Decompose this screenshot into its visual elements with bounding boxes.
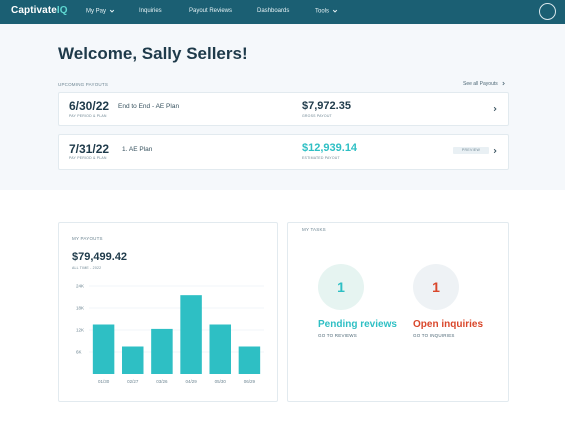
- my-tasks-panel: [287, 222, 509, 402]
- go-to-reviews-link[interactable]: GO TO REVIEWS: [318, 333, 357, 338]
- payout-date-label: PAY PERIOD & PLAN: [69, 156, 107, 160]
- pending-reviews-label: Pending reviews: [318, 319, 397, 330]
- open-inquiries-count[interactable]: 1: [413, 264, 459, 310]
- payout-date: 7/31/22: [69, 142, 110, 156]
- payout-amount-label: ESTIMATED PAYOUT: [302, 156, 340, 160]
- y-tick-label: 12K: [76, 328, 84, 333]
- y-tick-label: 24K: [76, 284, 84, 289]
- nav-payout-reviews-label: Payout Reviews: [189, 8, 233, 14]
- nav-my-pay[interactable]: My Pay: [86, 8, 115, 15]
- see-all-payouts-link[interactable]: See all Payouts: [463, 81, 506, 87]
- brand-logo[interactable]: CaptivateIQ: [11, 5, 68, 16]
- brand-name: Captivate: [11, 5, 57, 16]
- nav-tools[interactable]: Tools: [315, 8, 338, 15]
- payout-plan-name: End to End - AE Plan: [118, 103, 180, 110]
- chart-bar: [92, 324, 115, 374]
- my-tasks-title: MY TASKS: [302, 227, 326, 232]
- payout-amount-estimated: $12,939.14: [302, 142, 358, 154]
- x-tick-label: 04/29: [185, 379, 197, 384]
- chevron-right-icon[interactable]: [492, 148, 498, 154]
- my-payouts-title: MY PAYOUTS: [72, 236, 103, 241]
- x-tick-label: 02/27: [127, 379, 139, 384]
- y-tick-label: 18K: [76, 306, 84, 311]
- nav-tools-label: Tools: [315, 8, 330, 15]
- see-all-payouts-label: See all Payouts: [463, 81, 498, 87]
- nav-inquiries[interactable]: Inquiries: [139, 8, 162, 14]
- chart-bar: [238, 346, 261, 374]
- chevron-down-icon: [109, 9, 114, 13]
- brand-name-accent: IQ: [56, 5, 68, 16]
- preview-badge: PREVIEW: [453, 147, 489, 154]
- top-navigation: CaptivateIQ My Pay Inquiries Payout Revi…: [0, 0, 565, 24]
- chevron-right-icon[interactable]: [492, 106, 498, 112]
- chart-bar: [151, 328, 173, 374]
- chart-bar: [122, 346, 144, 374]
- chevron-right-icon: [502, 81, 505, 86]
- payout-row[interactable]: [58, 134, 509, 170]
- payout-amount-label: GROSS PAYOUT: [302, 114, 332, 118]
- nav-dashboards-label: Dashboards: [257, 8, 290, 14]
- go-to-inquiries-link[interactable]: GO TO INQUIRIES: [413, 333, 455, 338]
- nav-my-pay-label: My Pay: [86, 8, 107, 15]
- pending-reviews-count[interactable]: 1: [318, 264, 364, 310]
- payout-plan-name: 1. AE Plan: [122, 146, 153, 153]
- payout-date-label: PAY PERIOD & PLAN: [69, 114, 107, 118]
- x-tick-label: 01/30: [98, 379, 110, 384]
- upcoming-payouts-title: UPCOMING PAYOUTS: [58, 82, 109, 87]
- payout-row[interactable]: [58, 92, 509, 126]
- x-tick-label: 03/26: [156, 379, 168, 384]
- chevron-down-icon: [332, 9, 337, 13]
- x-tick-label: 05/30: [215, 379, 227, 384]
- page-title: Welcome, Sally Sellers!: [58, 44, 248, 63]
- nav-payout-reviews[interactable]: Payout Reviews: [189, 8, 232, 14]
- nav-inquiries-label: Inquiries: [139, 8, 162, 14]
- y-tick-label: 6K: [76, 350, 82, 355]
- payout-amount: $7,972.35: [302, 100, 351, 112]
- x-tick-label: 06/29: [244, 379, 256, 384]
- chart-bar: [180, 295, 202, 374]
- open-inquiries-label: Open inquiries: [413, 319, 484, 330]
- chart-bar: [209, 324, 231, 374]
- payout-date: 6/30/22: [69, 99, 110, 113]
- total-payouts: $79,499.42: [72, 251, 128, 263]
- total-payouts-label: ALL TIME - 2022: [72, 266, 102, 270]
- nav-dashboards[interactable]: Dashboards: [257, 8, 289, 14]
- user-avatar[interactable]: [539, 3, 556, 20]
